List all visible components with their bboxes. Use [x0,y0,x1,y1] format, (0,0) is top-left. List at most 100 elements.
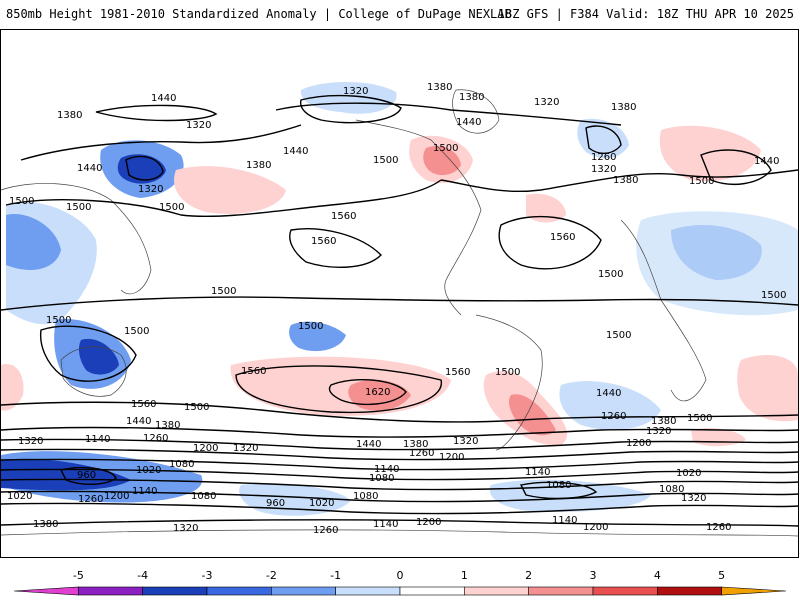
anomaly-pos-indian-ocean [737,355,798,422]
contour-1560-atlantic [498,215,602,270]
contour-label: 1140 [552,515,577,526]
contour-1020-south [1,502,798,515]
contour-1080-south [1,490,798,503]
colorbar-segment [528,586,594,596]
contour-label: 1380 [611,102,636,113]
anomaly-neg-australia-core [78,338,119,375]
contour-label: 1440 [283,146,308,157]
contour-label: 1500 [761,290,786,301]
contour-1080-low-east [519,481,598,500]
contour-label: 1260 [78,494,103,505]
contour-label: 1500 [159,202,184,213]
anomaly-neg-southern-west-core [1,458,131,491]
colorbar-segments [13,586,787,596]
contour-1620 [328,378,407,406]
colorbar-tick-label: -4 [137,569,149,582]
contour-label: 1380 [459,92,484,103]
contour-label: 1200 [439,452,464,463]
colorbar-segment [592,586,658,596]
contour-label: 1320 [343,86,368,97]
anomaly-pos-west-edge [1,364,24,411]
map-panel: 1440 1320 1380 1380 1320 1380 1320 1380 … [0,29,799,558]
colorbar-segment [13,586,79,596]
contour-1320-low-atlantic [585,125,622,154]
colorbar-tick-label: 5 [718,569,726,582]
colorbar-segment [399,586,465,596]
contour-1560-south-pacific [235,365,442,414]
colorbar-tick-label: -5 [72,569,84,582]
contour-label: 1320 [18,436,43,447]
contour-label: 1320 [681,493,706,504]
anomaly-pos-south-pacific-core [348,379,411,411]
contour-label: 1500 [46,315,71,326]
contour-label: 1260 [409,448,434,459]
contour-label: 1620 [365,387,390,398]
contour-label: 1260 [591,152,616,163]
contour-1440-europe [700,149,772,185]
contour-1500-north-am [440,169,798,193]
contour-label: 1380 [155,420,180,431]
contour-label: 1020 [136,465,161,476]
contour-label: 1200 [416,517,441,528]
coast-asia [1,183,152,295]
colorbar-segment [142,586,208,596]
contour-label: 1020 [7,491,32,502]
contour-label: 1200 [626,438,651,449]
contour-label: 1500 [598,269,623,280]
contour-label: 1320 [591,164,616,175]
contour-label: 1560 [241,366,266,377]
contour-label: 1260 [143,433,168,444]
contour-label: 1380 [33,519,58,530]
anomaly-neg-europe-light [636,211,798,316]
coast-north-america [355,119,482,316]
contour-label: 1440 [151,93,176,104]
contour-label: 1560 [131,399,156,410]
contour-label: 1500 [66,202,91,213]
contour-label: 1560 [311,236,336,247]
coast-antarctica [1,529,798,537]
colorbar-tick-label: 2 [525,569,533,582]
contour-label: 1380 [403,439,428,450]
colorbar-svg [13,586,787,596]
colorbar-tick-label: 0 [396,569,404,582]
contour-label: 1140 [132,486,157,497]
coastlines [1,89,798,537]
contour-label: 1320 [534,97,559,108]
anomaly-shading [1,82,798,516]
contour-label: 1380 [651,416,676,427]
contour-label: 1500 [211,286,236,297]
contour-label: 1380 [613,175,638,186]
colorbar: -5 -4 -3 -2 -1 0 1 2 3 4 5 [0,569,800,600]
contour-960-low [59,466,117,485]
contour-1440-pacific [20,124,302,161]
coast-south-america [475,314,543,451]
contour-1260-low-kamchatka [125,155,164,181]
colorbar-segment [721,586,787,596]
contour-label: 1380 [246,160,271,171]
contour-label: 1500 [9,196,34,207]
contour-label: 1380 [427,82,452,93]
contour-label: 1080 [659,484,684,495]
contour-1500-south [1,401,798,423]
colorbar-segment [271,586,336,596]
contour-labels: 1440 1320 1380 1380 1320 1380 1320 1380 … [7,82,786,536]
colorbar-tick-label: 1 [460,569,468,582]
contour-label: 1320 [233,443,258,454]
contour-label: 1080 [369,473,394,484]
contour-label: 1500 [606,330,631,341]
contour-1440-north [95,104,218,122]
contour-label: 1500 [495,367,520,378]
contour-label: 1320 [138,184,163,195]
contour-label: 1080 [353,491,378,502]
colorbar-segment [78,586,143,596]
map-title: 850mb Height 1981-2010 Standardized Anom… [6,7,512,21]
contour-1200-south [1,468,798,481]
anomaly-neg-asia-core [6,214,61,270]
contour-label: 1320 [646,426,671,437]
contour-label: 1140 [525,467,550,478]
colorbar-segment [206,586,272,596]
colorbar-segment [335,586,401,596]
contour-label: 1380 [57,110,82,121]
colorbar-tick-label: 3 [589,569,597,582]
contour-label: 1200 [104,491,129,502]
